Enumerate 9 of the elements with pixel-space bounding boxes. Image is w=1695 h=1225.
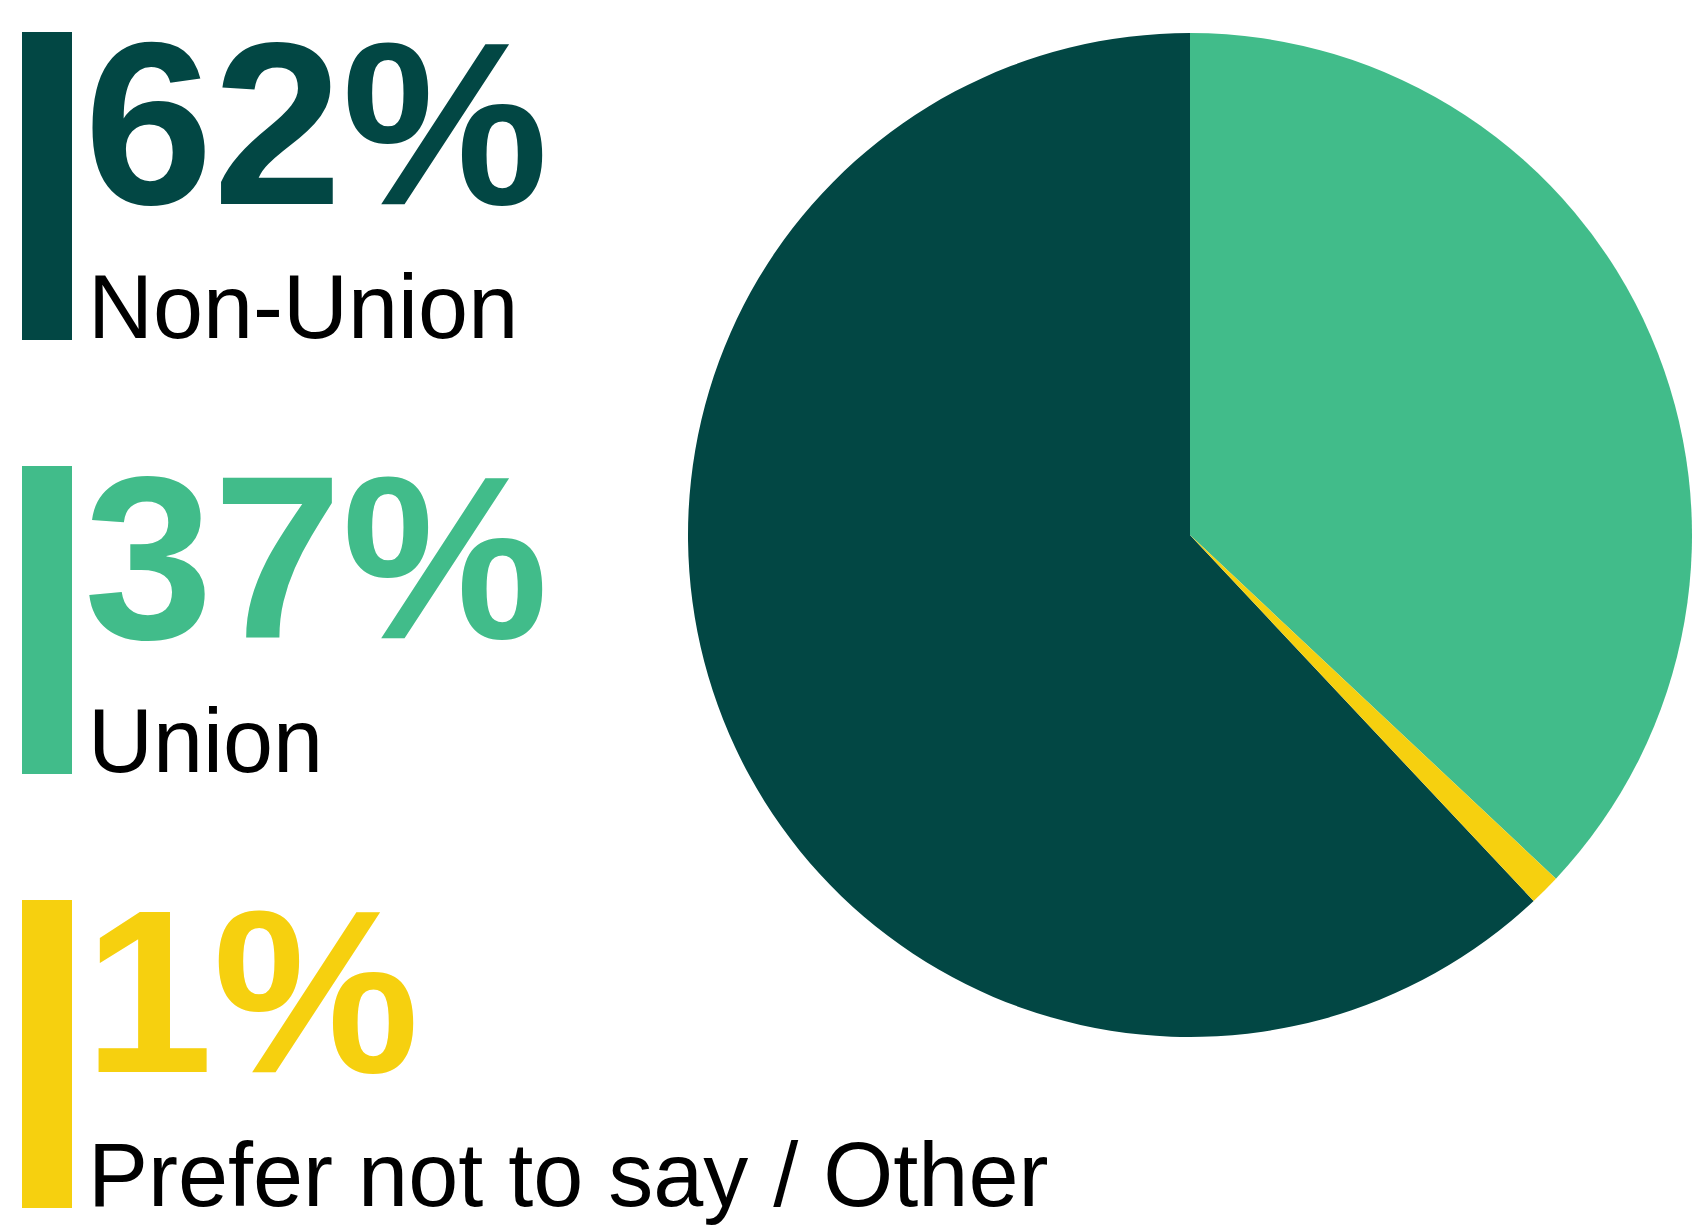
pie-slice — [1190, 33, 1692, 879]
pie-slice — [688, 33, 1534, 1037]
legend-label: Prefer not to say / Other — [88, 1125, 1049, 1225]
legend-label: Union — [88, 691, 324, 791]
data-label: 62% — [84, 0, 549, 253]
legend-label: Non-Union — [88, 257, 519, 357]
data-label: 1% — [84, 862, 420, 1121]
pie-slice — [1190, 535, 1556, 901]
data-label: 37% — [84, 428, 549, 687]
